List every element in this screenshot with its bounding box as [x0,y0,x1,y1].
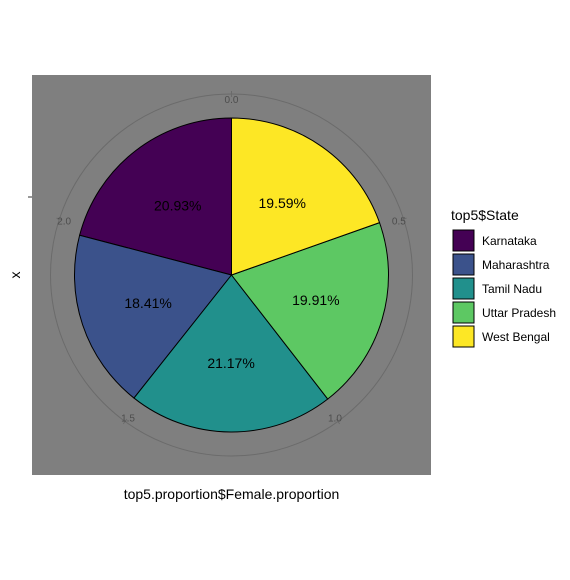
legend-title: top5$State [451,207,519,223]
legend: Karnataka Maharashtra Tamil Nadu Uttar Prad… [453,230,556,347]
legend-key-uttar-pradesh [453,302,474,323]
legend-label-uttar-pradesh: Uttar Pradesh [482,306,556,320]
x-axis-title: top5.proportion$Female.proportion [124,486,340,502]
percent-label-tamil-nadu: 21.17% [207,355,254,371]
percent-label-uttar-pradesh: 19.91% [292,292,339,308]
radial-tick-label: 0.5 [392,217,406,228]
percent-label-west-bengal: 19.59% [259,195,306,211]
radial-tick-label: 1.5 [121,413,135,424]
radial-tick-label: 2.0 [57,217,71,228]
legend-key-tamil-nadu [453,278,474,299]
legend-key-maharashtra [453,254,474,275]
y-axis-title: x [7,272,23,279]
slices-layer [75,118,389,432]
percent-label-karnataka: 20.93% [154,197,201,213]
legend-label-karnataka: Karnataka [482,234,537,248]
legend-key-karnataka [453,230,474,251]
percent-label-maharashtra: 18.41% [124,295,171,311]
radial-tick-label: 1.0 [328,413,342,424]
radial-tick-label: 0.0 [225,95,239,106]
legend-key-west-bengal [453,326,474,347]
legend-label-west-bengal: West Bengal [482,330,550,344]
legend-label-maharashtra: Maharashtra [482,258,550,272]
legend-label-tamil-nadu: Tamil Nadu [482,282,542,296]
